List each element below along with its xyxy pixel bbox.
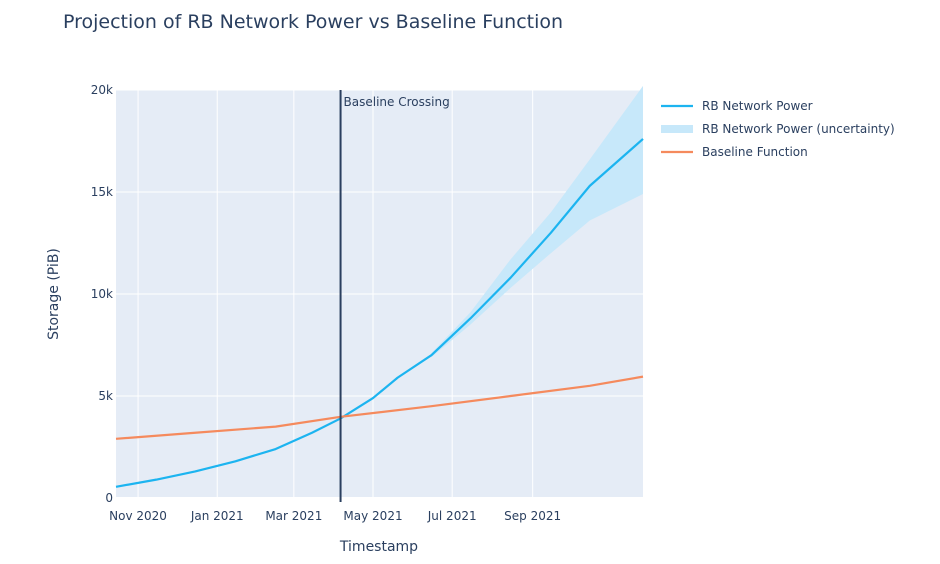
baseline-crossing-layer: Baseline Crossing [339, 90, 450, 502]
x-tick-label: Nov 2020 [109, 509, 167, 523]
legend-label-baseline-function: Baseline Function [702, 145, 808, 159]
baseline-crossing-label: Baseline Crossing [344, 95, 450, 109]
y-tick-label: 15k [91, 185, 113, 199]
y-tick-label: 0 [105, 491, 113, 505]
x-tick-label: Jul 2021 [427, 509, 477, 523]
y-axis-ticks: 0 5k 10k 15k 20k [91, 83, 113, 505]
legend-item-uncertainty[interactable]: RB Network Power (uncertainty) [661, 122, 895, 136]
chart-title: Projection of RB Network Power vs Baseli… [63, 11, 563, 33]
y-tick-label: 5k [98, 389, 113, 403]
x-axis-title: Timestamp [339, 539, 418, 555]
legend-label-uncertainty: RB Network Power (uncertainty) [702, 122, 895, 136]
y-axis-title: Storage (PiB) [46, 248, 62, 340]
legend-label-rb-network-power: RB Network Power [702, 99, 813, 113]
rb-network-power-line [115, 138, 644, 488]
series-layer [115, 138, 644, 488]
grid [116, 89, 643, 499]
x-tick-label: May 2021 [343, 509, 402, 523]
legend-item-baseline-function[interactable]: Baseline Function [661, 145, 808, 159]
y-tick-label: 20k [91, 83, 113, 97]
x-axis-ticks: Nov 2020 Jan 2021 Mar 2021 May 2021 Jul 2021… [109, 509, 561, 523]
baseline-function-line [115, 375, 644, 440]
legend[interactable]: RB Network Power RB Network Power (uncer… [661, 99, 895, 159]
legend-swatch-uncertainty [661, 125, 693, 133]
x-tick-label: Jan 2021 [190, 509, 244, 523]
x-tick-label: Mar 2021 [265, 509, 322, 523]
y-tick-label: 10k [91, 287, 113, 301]
legend-item-rb-network-power[interactable]: RB Network Power [661, 99, 813, 113]
x-tick-label: Sep 2021 [504, 509, 561, 523]
